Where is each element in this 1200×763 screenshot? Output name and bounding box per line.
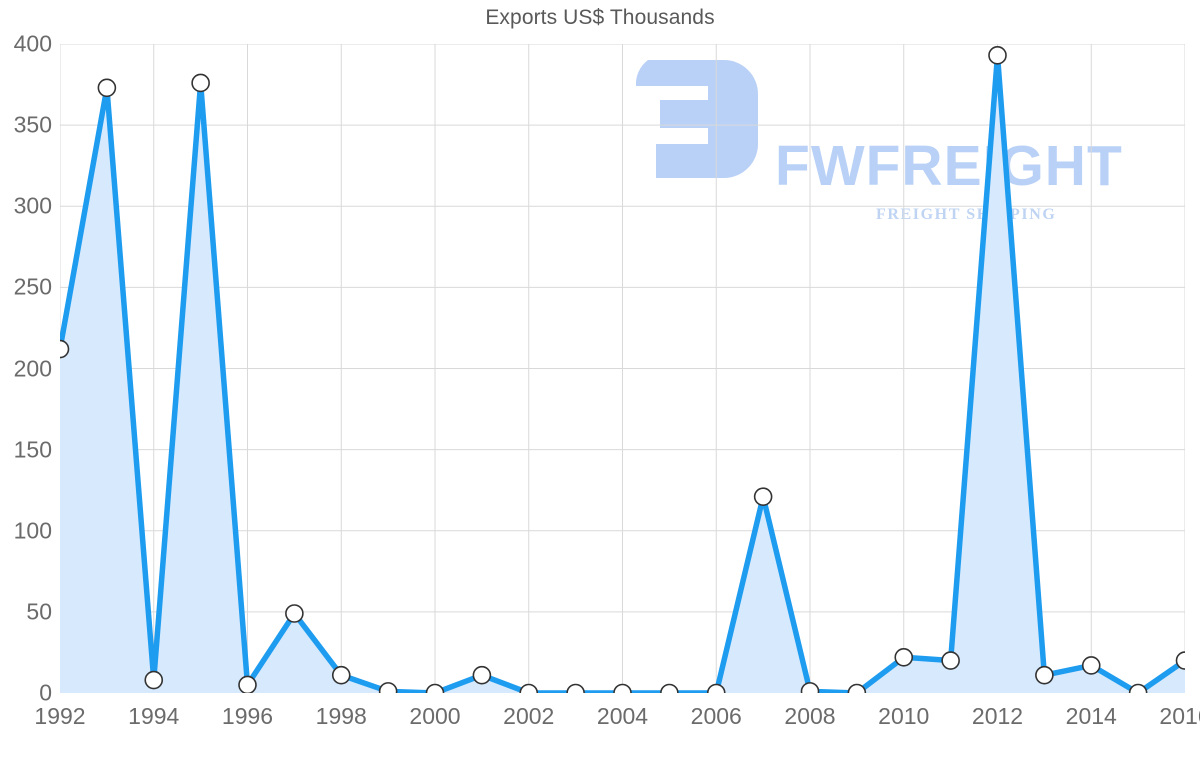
x-axis-tick-label: 2004 [596, 703, 649, 729]
y-axis-tick-label: 150 [13, 436, 52, 463]
data-point-marker[interactable]: 2014: 17 [1081, 656, 1101, 675]
data-point-marker[interactable]: 2016: 20 [1175, 651, 1186, 670]
data-point-marker[interactable]: 2015: 0 [1128, 683, 1148, 694]
x-axis-tick-label: 1994 [128, 703, 180, 729]
data-point-marker[interactable]: 2004: 0 [613, 683, 632, 694]
y-axis-tick-label: 250 [13, 273, 52, 300]
data-point-marker[interactable]: 2013: 11 [1035, 665, 1054, 685]
data-point-marker[interactable]: 2005: 0 [660, 683, 679, 694]
data-point-marker[interactable]: 1992: 212 [60, 339, 70, 359]
x-axis-tick-label: 2000 [409, 703, 461, 729]
data-point-marker[interactable]: 2010: 22 [894, 647, 914, 667]
data-point-marker[interactable]: 2011: 20 [941, 651, 960, 670]
data-point-marker[interactable]: 2007: 121 [753, 487, 773, 506]
area-fill [60, 55, 1185, 693]
data-markers: 1992: 212 1993: 373 1994: 8 1995: 376 1996: … [60, 46, 1186, 694]
y-axis-tick-label: 100 [13, 517, 52, 544]
data-point-marker[interactable]: 1995: 376 [191, 73, 210, 93]
x-axis-tick-label: 2008 [784, 703, 836, 729]
x-axis-tick-label: 2016 [1159, 703, 1200, 729]
y-axis-tick-label: 400 [13, 30, 52, 57]
data-point-marker[interactable]: 1999: 1 [378, 682, 398, 693]
chart-plot-svg: 1992: 212 1993: 373 1994: 8 1995: 376 1996: … [60, 44, 1185, 693]
data-point-marker[interactable]: 2001: 11 [472, 665, 492, 685]
y-axis-tick-label: 300 [13, 192, 52, 219]
x-axis-tick-label: 1998 [315, 703, 367, 729]
data-point-marker[interactable]: 1996: 5 [238, 675, 257, 693]
y-axis-tick-label: 350 [13, 111, 52, 138]
data-point-marker[interactable]: 1994: 8 [144, 670, 164, 690]
data-point-marker[interactable]: 2008: 1 [800, 682, 820, 693]
y-axis-tick-label: 50 [26, 598, 52, 625]
data-point-marker[interactable]: 2003: 0 [566, 683, 585, 694]
data-point-marker[interactable]: 2000: 0 [425, 683, 445, 694]
y-axis-tick-label: 0 [39, 679, 52, 706]
data-point-marker[interactable]: 1998: 11 [331, 665, 351, 685]
x-axis-tick-label: 2006 [690, 703, 742, 729]
x-axis-tick-label: 1992 [34, 703, 86, 729]
y-axis-tick-label: 200 [13, 355, 52, 381]
x-axis-tick-label: 2002 [503, 703, 555, 729]
x-axis-tick-label: 2012 [971, 703, 1024, 729]
x-axis-tick-label: 2014 [1065, 703, 1117, 729]
data-point-marker[interactable]: 2012: 393 [988, 46, 1007, 65]
data-point-marker[interactable]: 2009: 0 [847, 683, 867, 694]
y-axis-labels: 0 50 100 150 200 250 300 350 400 [0, 0, 52, 763]
x-axis-tick-label: 2010 [878, 703, 930, 729]
data-point-marker[interactable]: 2006: 0 [706, 683, 726, 694]
data-point-marker[interactable]: 2002: 0 [519, 683, 539, 694]
data-point-marker[interactable]: 1997: 49 [285, 604, 304, 623]
x-axis-tick-label: 1996 [221, 703, 274, 729]
chart-title: Exports US$ Thousands [485, 6, 715, 29]
plot-area: 1992: 212 1993: 373 1994: 8 1995: 376 1996: … [60, 44, 1185, 693]
data-point-marker[interactable]: 1993: 373 [97, 78, 117, 98]
